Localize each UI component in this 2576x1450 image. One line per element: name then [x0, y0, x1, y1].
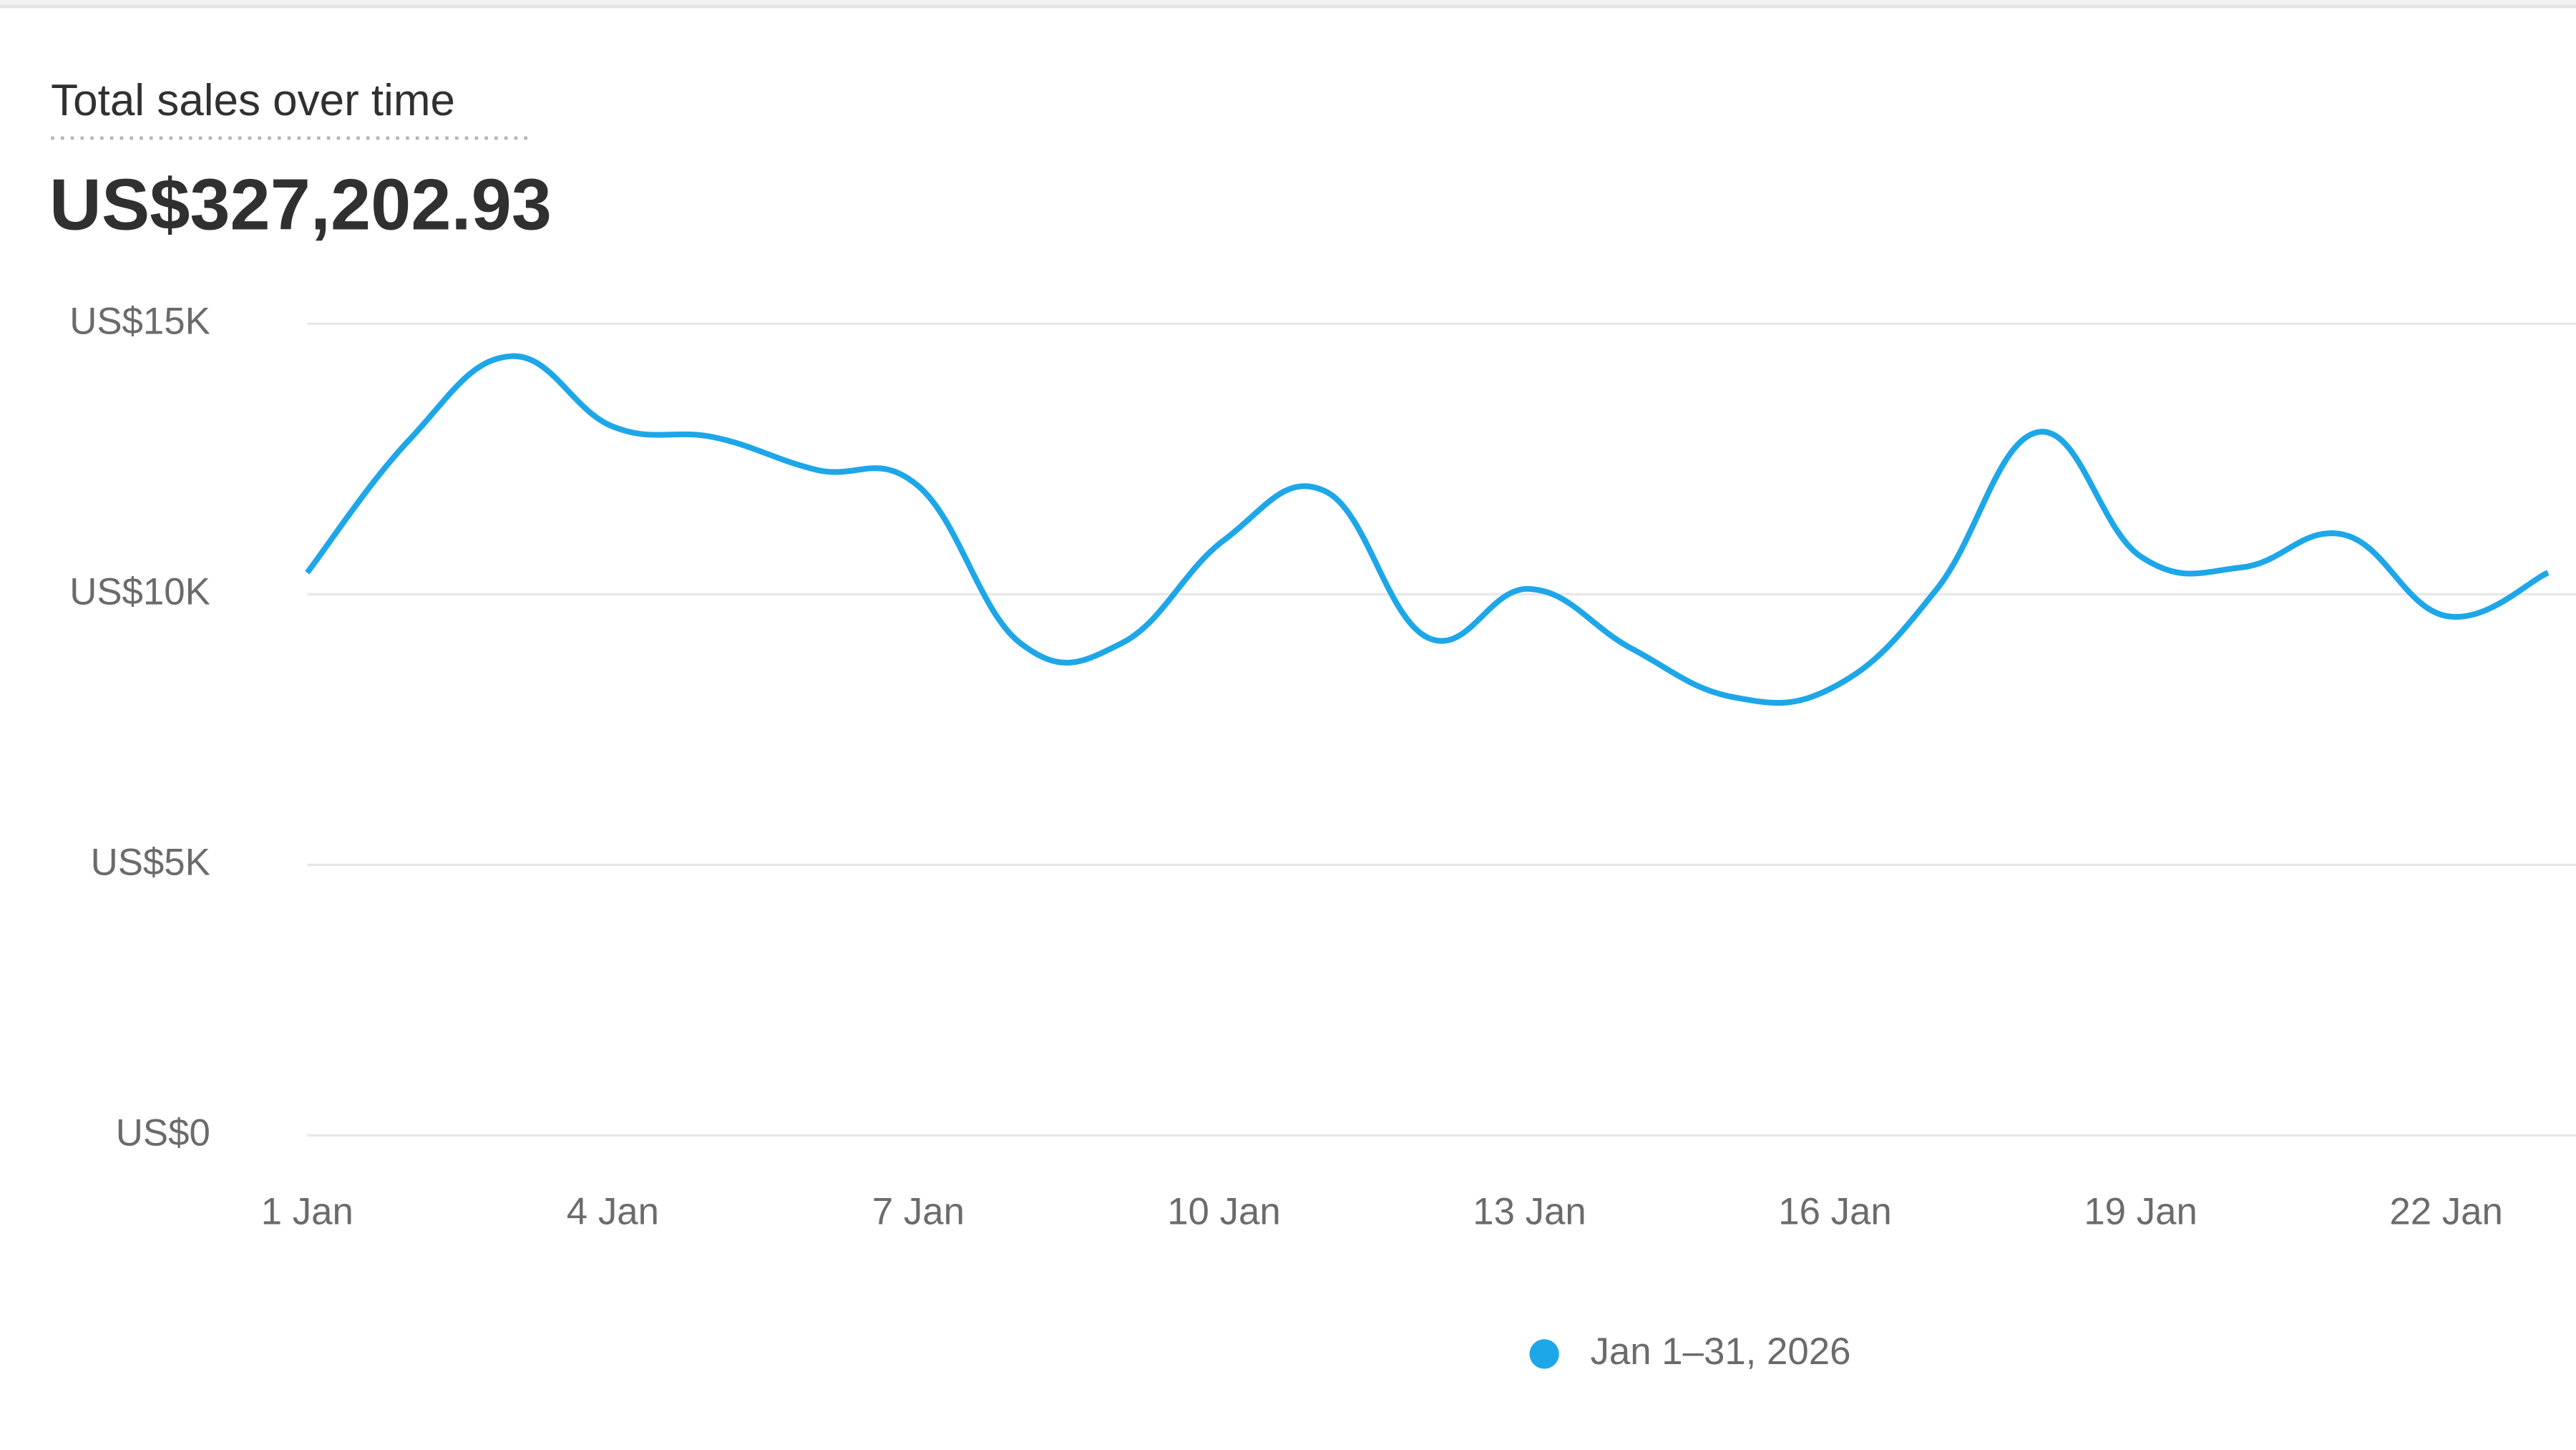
x-tick-label: 4 Jan	[567, 1191, 659, 1233]
x-tick-label: 13 Jan	[1473, 1191, 1586, 1233]
x-tick-label: 1 Jan	[261, 1191, 353, 1233]
legend-swatch	[1529, 1339, 1559, 1369]
x-tick-label: 22 Jan	[2389, 1191, 2503, 1233]
y-tick-label: US$5K	[91, 841, 210, 883]
legend-label[interactable]: Jan 1–31, 2026	[1590, 1330, 1850, 1373]
y-tick-label: US$15K	[69, 300, 210, 342]
card-background	[0, 4, 2576, 1450]
card-title[interactable]: Total sales over time	[51, 76, 455, 125]
x-tick-label: 16 Jan	[1778, 1191, 1892, 1233]
y-tick-label: US$10K	[69, 570, 210, 613]
x-tick-label: 19 Jan	[2084, 1191, 2197, 1233]
sales-line	[305, 353, 2550, 706]
total-value: US$327,202.93	[49, 165, 552, 245]
plot: US$0 US$5K US$10K US$15K 1 Jan 4 Jan 7 Jan 10 J…	[69, 300, 2576, 1233]
x-tick-label: 10 Jan	[1167, 1191, 1281, 1233]
x-tick-label: 7 Jan	[872, 1191, 965, 1233]
y-tick-label: US$0	[116, 1111, 210, 1154]
